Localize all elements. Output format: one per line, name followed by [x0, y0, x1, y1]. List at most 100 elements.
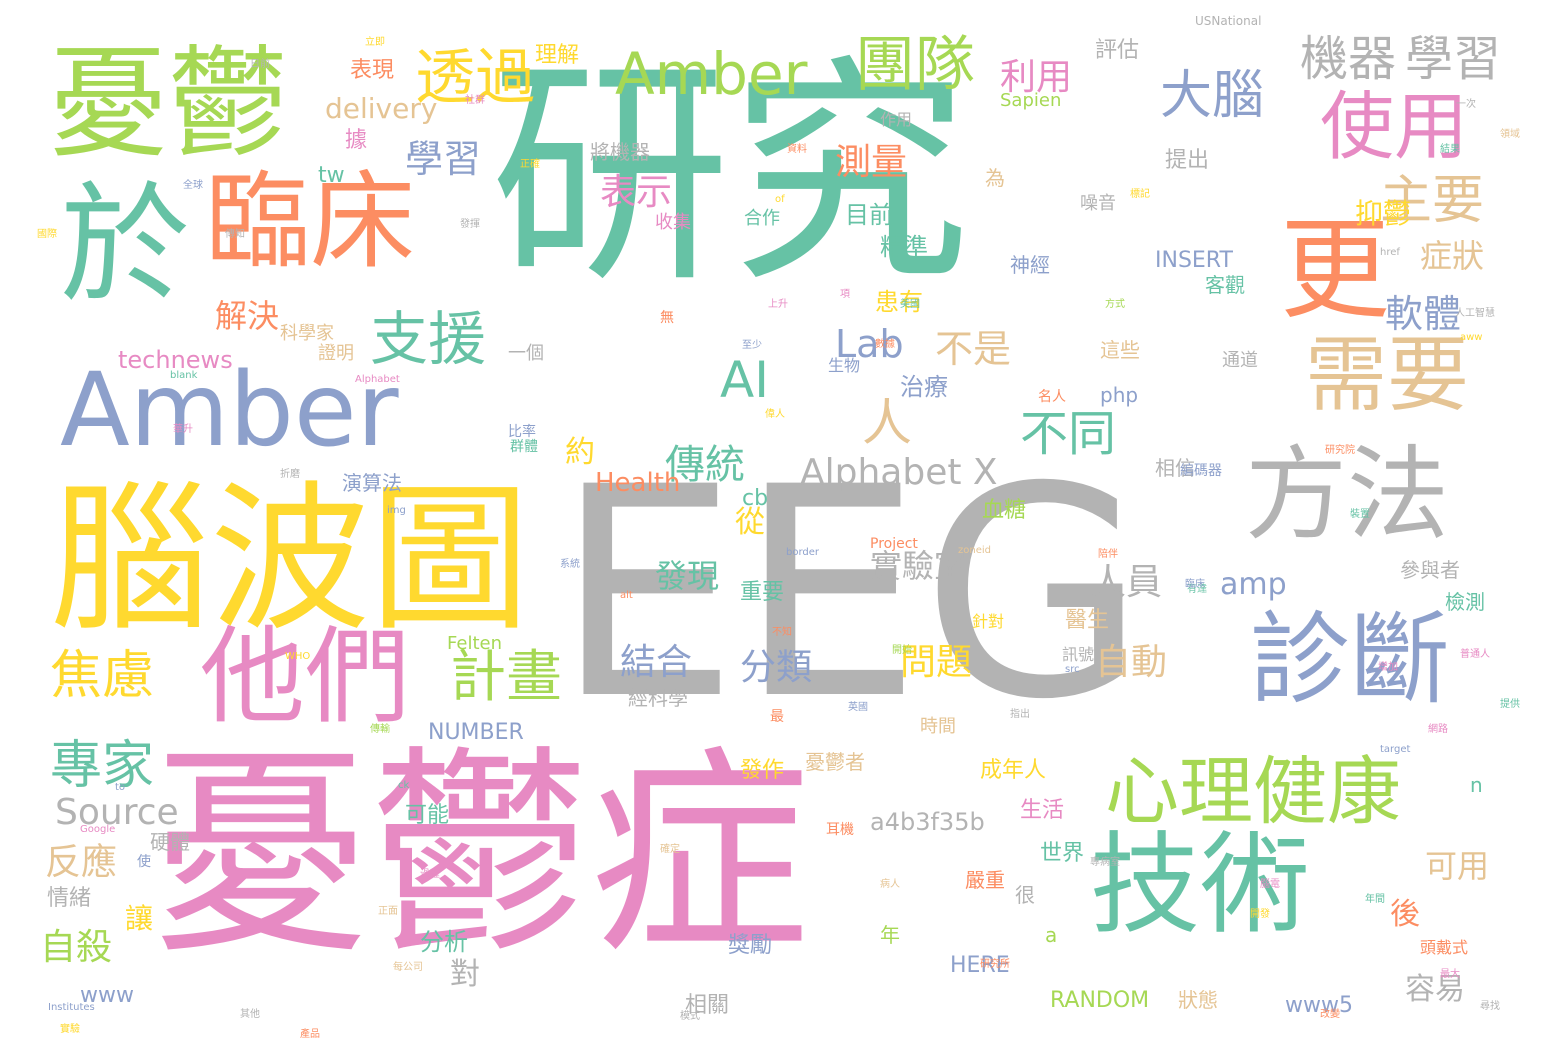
- cloud-word: border: [786, 547, 820, 558]
- cloud-word: 重要: [740, 580, 785, 605]
- cloud-word: 使用: [1320, 84, 1468, 170]
- cloud-word: technews: [118, 346, 233, 374]
- cloud-word: 嚴重: [965, 868, 1005, 892]
- cloud-word: 很: [1015, 883, 1035, 907]
- cloud-word: 學習: [1405, 31, 1502, 87]
- cloud-word: 神經: [1010, 253, 1050, 277]
- cloud-word: 學習: [405, 137, 482, 181]
- cloud-word: 腦電: [1260, 879, 1280, 890]
- cloud-word: 無: [660, 310, 674, 326]
- cloud-word: 容易: [1405, 972, 1465, 1007]
- cloud-word: 憂鬱者: [805, 750, 865, 774]
- cloud-word: Source: [55, 792, 179, 833]
- cloud-word: 抑鬱: [1355, 197, 1412, 230]
- cloud-word: Sapien: [1000, 90, 1062, 111]
- cloud-word: 專病室: [1090, 857, 1120, 868]
- cloud-word: 演算法: [342, 471, 402, 495]
- cloud-word: blank: [170, 370, 198, 381]
- cloud-word: 實驗室: [870, 547, 967, 585]
- cloud-word: 專家: [50, 736, 155, 796]
- cloud-word: n: [1470, 773, 1483, 797]
- cloud-word: 頭戴式: [1420, 938, 1469, 957]
- cloud-word: 解決: [215, 297, 280, 335]
- cloud-word: 指出: [1010, 709, 1030, 720]
- cloud-word: 從: [735, 505, 765, 540]
- cloud-word: 普通人: [1460, 649, 1490, 660]
- cloud-word: 最大: [1440, 969, 1460, 980]
- cloud-word: 醫生: [1065, 608, 1110, 633]
- cloud-word: 針對: [972, 612, 1005, 631]
- cloud-word: 表示: [600, 172, 673, 213]
- cloud-word: 資料: [787, 144, 807, 155]
- cloud-word: 心理健康: [1105, 749, 1401, 835]
- cloud-word: 腦波圖: [50, 466, 531, 653]
- cloud-word: aww: [1460, 332, 1483, 343]
- cloud-word: RANDOM: [1050, 988, 1150, 1013]
- cloud-word: 生活: [1020, 798, 1065, 823]
- cloud-word: 於: [60, 169, 191, 321]
- cloud-word: 最: [770, 709, 784, 725]
- cloud-word: 美國: [900, 299, 920, 310]
- cloud-word: 作用: [880, 110, 913, 129]
- cloud-word: 軟體: [1385, 292, 1462, 336]
- cloud-word: Alphabet: [355, 374, 400, 385]
- cloud-word: Google: [80, 824, 116, 835]
- cloud-word: 開發: [1250, 909, 1270, 920]
- cloud-word: 發作: [740, 758, 785, 783]
- cloud-word: 生物: [828, 356, 861, 375]
- cloud-word: 方法: [1245, 436, 1449, 555]
- cloud-word: 據: [345, 128, 368, 153]
- cloud-word: 陪伴: [1098, 549, 1118, 560]
- cloud-word: 通道: [1222, 350, 1258, 371]
- cloud-word: php: [1100, 383, 1139, 407]
- cloud-word: 偉人: [765, 409, 785, 420]
- cloud-word: 可能: [405, 803, 450, 828]
- cloud-word: 臨床: [1185, 579, 1205, 590]
- cloud-word: 可用: [1425, 847, 1490, 885]
- cloud-word: 人: [862, 394, 912, 452]
- cloud-word: 日前: [250, 59, 270, 70]
- cloud-word: 編碼器: [1180, 463, 1222, 479]
- cloud-word: 噪音: [1080, 193, 1116, 214]
- cloud-word: 發現: [655, 557, 720, 595]
- cloud-word: 經科學: [628, 686, 688, 710]
- cloud-word: href: [1380, 247, 1400, 258]
- cloud-word: 對: [450, 957, 480, 992]
- cloud-word: 結合: [620, 642, 693, 683]
- cloud-word: NUMBER: [428, 720, 524, 745]
- cloud-word: 治療: [900, 373, 948, 401]
- cloud-word: 產品: [300, 1029, 320, 1040]
- cloud-word: 支援: [370, 305, 487, 373]
- cloud-word: 血糖: [982, 498, 1027, 523]
- cloud-word: 增加: [1378, 662, 1398, 673]
- cloud-word: 獎勵: [728, 933, 773, 958]
- cloud-word: 患有: [875, 288, 923, 316]
- cloud-word: 其他: [240, 1009, 260, 1020]
- cloud-word: 系統: [560, 559, 580, 570]
- cloud-word: 時間: [920, 716, 956, 737]
- cloud-word: 裝置: [1350, 509, 1370, 520]
- cloud-word: 證明: [318, 343, 354, 364]
- cloud-word: 相信: [1155, 456, 1195, 480]
- cloud-word: 群體: [510, 439, 538, 455]
- cloud-word: Health: [595, 468, 681, 498]
- cloud-word: 表現: [350, 58, 395, 83]
- cloud-word: 合作: [744, 208, 780, 229]
- cloud-word: 計畫: [450, 645, 562, 710]
- cloud-word: 一次: [1456, 99, 1476, 110]
- cloud-word: 測量: [835, 142, 908, 183]
- cloud-word: AI: [720, 351, 769, 409]
- cloud-word: USNational: [1195, 14, 1262, 28]
- cloud-word: 結果: [1440, 144, 1460, 155]
- cloud-word: 年: [880, 923, 900, 947]
- cloud-word: 標記: [1130, 189, 1150, 200]
- cloud-word: 科學家: [280, 323, 334, 344]
- cloud-word: 憂鬱症: [150, 727, 811, 983]
- cloud-word: Amber: [615, 40, 808, 108]
- cloud-word: 名人: [1038, 389, 1066, 405]
- cloud-word: 世界: [1040, 841, 1085, 866]
- cloud-word: 項: [840, 289, 850, 300]
- cloud-word: 硬體: [150, 830, 190, 854]
- cloud-word: 狀態: [1178, 988, 1218, 1012]
- cloud-word: 約: [565, 435, 595, 470]
